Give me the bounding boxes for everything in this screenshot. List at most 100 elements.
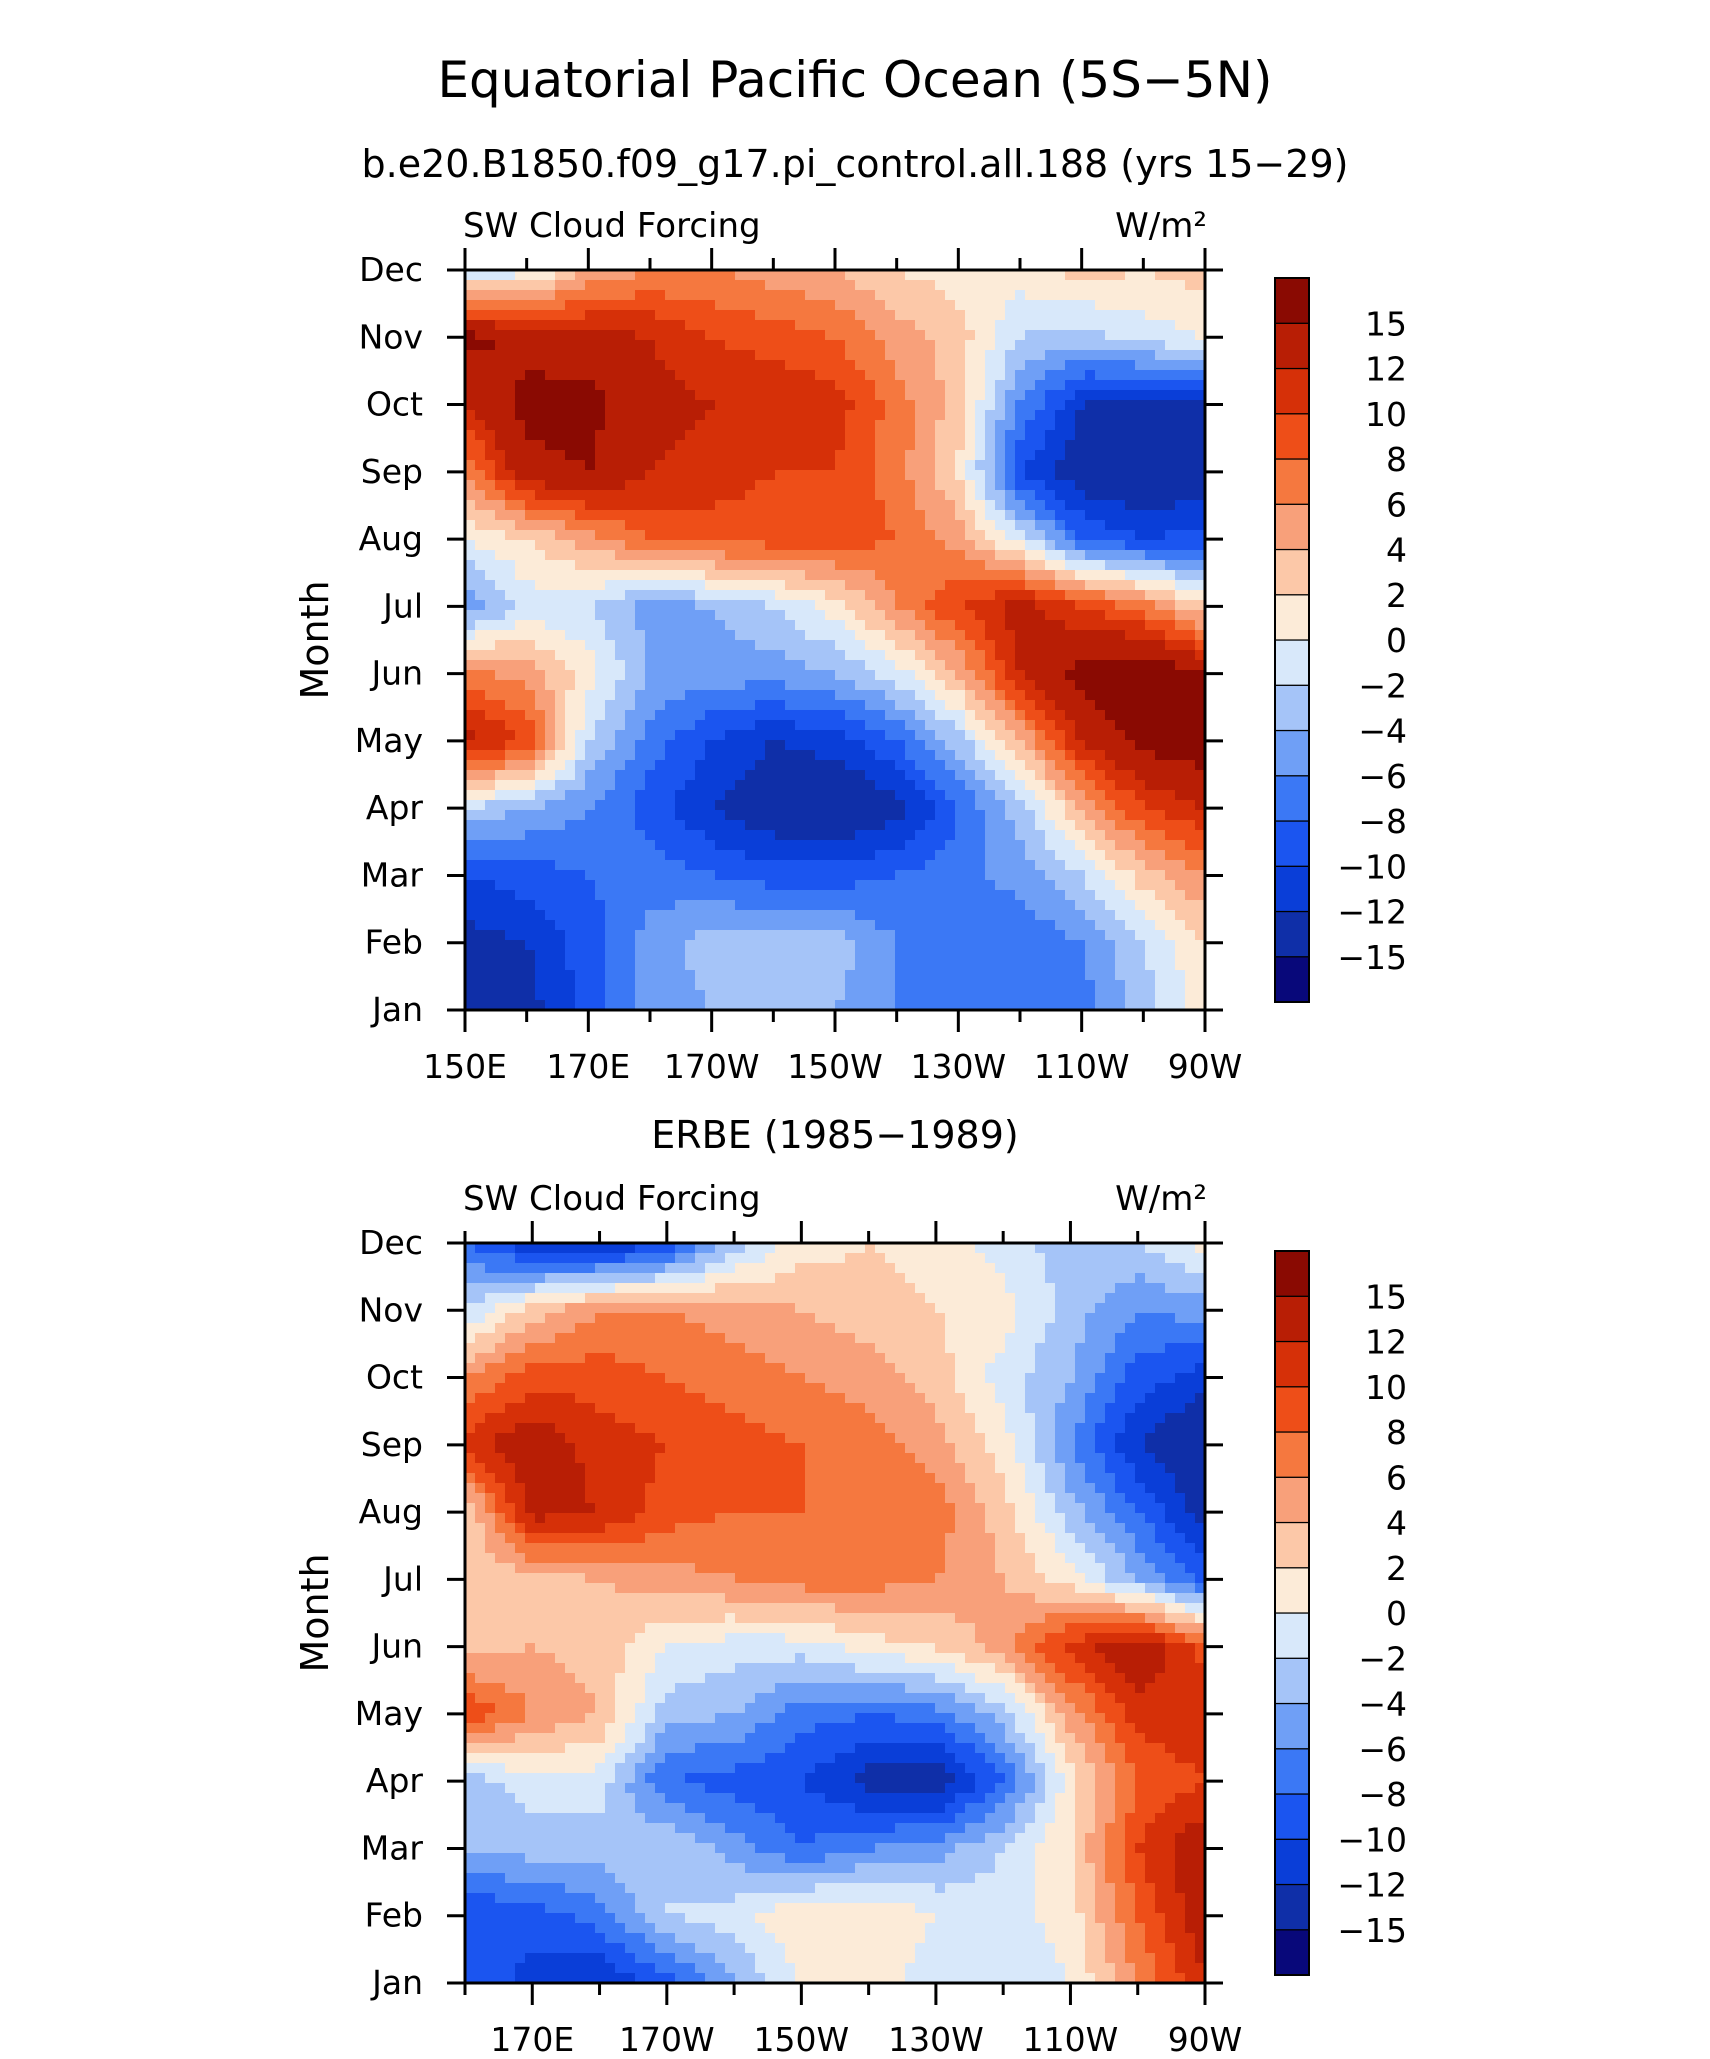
heatmap-cell [705,580,716,591]
heatmap-cell [565,410,576,421]
heatmap-cell [555,650,566,661]
heatmap-cell [645,580,656,591]
heatmap-cell [505,680,516,691]
heatmap-cell [525,450,536,461]
heatmap-cell [765,790,776,801]
heatmap-cell [665,580,676,591]
heatmap-cell [565,270,576,281]
heatmap-cell [485,780,496,791]
heatmap-cell [1115,390,1126,401]
heatmap-cell [915,450,926,461]
heatmap-cell [1165,620,1176,631]
heatmap-cell [915,400,926,411]
heatmap-cell [855,280,866,291]
heatmap-cell [745,420,756,431]
heatmap-cell [1175,710,1186,721]
heatmap-cell [685,930,696,941]
heatmap-cell [515,410,526,421]
heatmap-cell [1085,410,1096,421]
heatmap-cell [525,690,536,701]
heatmap-cell [475,410,486,421]
heatmap-cell [515,390,526,401]
heatmap-cell [1135,740,1146,751]
heatmap-cell [1095,540,1106,551]
heatmap-cell [465,550,476,561]
heatmap-cell [1185,770,1196,781]
heatmap-cell [795,580,806,591]
heatmap-cell [705,770,716,781]
heatmap-cell [815,710,826,721]
heatmap-cell [1125,350,1136,361]
heatmap-cell [995,920,1006,931]
heatmap-cell [685,840,696,851]
heatmap-cell [705,370,716,381]
heatmap-cell [625,460,636,471]
heatmap-cell [1125,620,1136,631]
heatmap-cell [955,420,966,431]
heatmap-cell [575,630,586,641]
heatmap-cell [735,880,746,891]
heatmap-cell [975,820,986,831]
heatmap-cell [465,590,476,601]
heatmap-cell [715,740,726,751]
heatmap-cell [1095,610,1106,621]
heatmap-cell [635,460,646,471]
heatmap-cell [465,330,476,341]
heatmap-cell [905,550,916,561]
heatmap-cell [525,820,536,831]
heatmap-cell [1175,620,1186,631]
heatmap-cell [695,540,706,551]
heatmap-cell [1075,550,1086,561]
heatmap-cell [1125,370,1136,381]
heatmap-cell [1185,440,1196,451]
heatmap-cell [875,430,886,441]
heatmap-cell [1115,440,1126,451]
heatmap-cell [805,540,816,551]
heatmap-cell [505,890,516,901]
heatmap-cell [745,490,756,501]
heatmap-cell [1145,570,1156,581]
heatmap-cell [1065,840,1076,851]
heatmap-cell [825,660,836,671]
heatmap-cell [775,540,786,551]
heatmap-cell [885,440,896,451]
heatmap-cell [475,520,486,531]
heatmap-cell [555,390,566,401]
heatmap-cell [625,770,636,781]
heatmap-cell [665,620,676,631]
heatmap-cell [635,380,646,391]
heatmap-cell [1085,460,1096,471]
heatmap-cell [945,560,956,571]
heatmap-cell [715,580,726,591]
heatmap-cell [475,750,486,761]
heatmap-cell [1015,830,1026,841]
heatmap-cell [745,810,756,821]
heatmap-cell [1085,920,1096,931]
heatmap-cell [475,670,486,681]
heatmap-cell [1195,530,1205,541]
heatmap-cell [1055,300,1066,311]
heatmap-cell [885,360,896,371]
heatmap-cell [855,400,866,411]
heatmap-cell [495,510,506,521]
heatmap-cell [1185,430,1196,441]
heatmap-cell [905,570,916,581]
heatmap-cell [1035,570,1046,581]
heatmap-cell [1145,600,1156,611]
heatmap-cell [1105,490,1116,501]
heatmap-cell [815,760,826,771]
heatmap-cell [865,830,876,841]
heatmap-cell [615,640,626,651]
heatmap-cell [1055,690,1066,701]
heatmap-cell [1055,910,1066,921]
heatmap-cell [825,880,836,891]
heatmap-cell [995,280,1006,291]
heatmap-cell [935,750,946,761]
heatmap-cell [1195,590,1205,601]
heatmap-cell [865,570,876,581]
heatmap-cell [565,860,576,871]
heatmap-cell [755,690,766,701]
heatmap-cell [565,900,576,911]
heatmap-cell [1155,430,1166,441]
heatmap-cell [975,720,986,731]
